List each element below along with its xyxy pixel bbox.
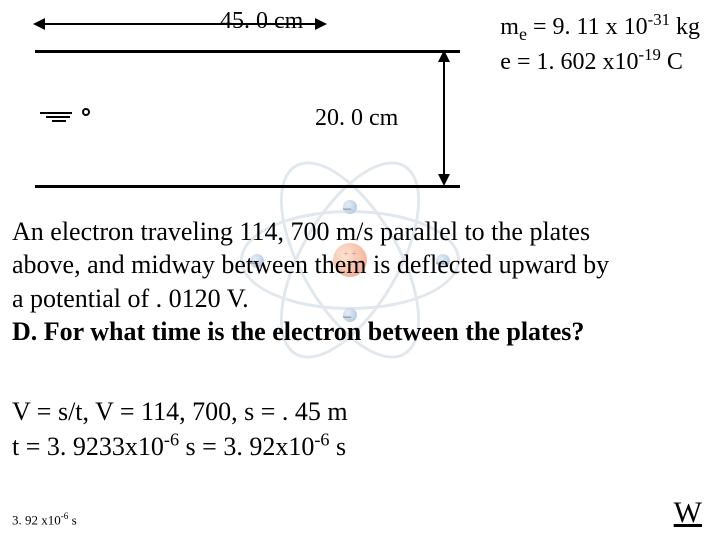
- top-plate: [35, 50, 460, 53]
- width-label: 45. 0 cm: [220, 8, 303, 35]
- problem-statement: An electron traveling 114, 700 m/s paral…: [12, 215, 702, 348]
- problem-line2: above, and midway between them is deflec…: [12, 250, 609, 279]
- solution-line1: V = s/t, V = 114, 700, s = . 45 m: [12, 397, 348, 426]
- constants-block: me = 9. 11 x 10-31 kg e = 1. 602 x10-19 …: [500, 10, 700, 77]
- solution-line2: t = 3. 9233x10-6 s = 3. 92x10-6 s: [12, 432, 346, 461]
- height-dimension-arrow: [438, 52, 450, 184]
- plate-diagram: 45. 0 cm 20. 0 cm me = 9. 11 x 10-31 kg …: [20, 10, 700, 210]
- problem-question: D. For what time is the electron between…: [12, 317, 584, 346]
- me-constant: me = 9. 11 x 10-31 kg: [500, 10, 700, 45]
- footer-answer: 3. 92 x10-6 s: [12, 511, 77, 528]
- solution-block: V = s/t, V = 114, 700, s = . 45 m t = 3.…: [12, 395, 702, 464]
- w-link[interactable]: W: [674, 496, 702, 530]
- problem-line3: a potential of . 0120 V.: [12, 284, 249, 313]
- bottom-plate: [35, 185, 460, 188]
- problem-line1: An electron traveling 114, 700 m/s paral…: [12, 217, 590, 246]
- e-constant: e = 1. 602 x10-19 C: [500, 45, 700, 77]
- height-label: 20. 0 cm: [315, 105, 398, 132]
